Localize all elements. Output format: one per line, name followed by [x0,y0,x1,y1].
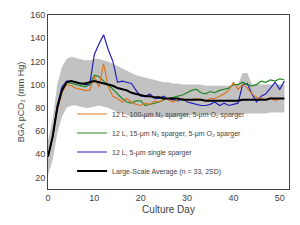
svg-text:50: 50 [275,193,285,203]
svg-text:0: 0 [45,193,50,203]
svg-text:80: 80 [35,103,45,113]
svg-text:10: 10 [89,193,99,203]
svg-text:BGA pCO₂ (mm Hg): BGA pCO₂ (mm Hg) [16,62,26,143]
svg-text:20: 20 [136,193,146,203]
svg-text:120: 120 [30,57,45,67]
svg-text:12 L, 5-μm single sparger: 12 L, 5-μm single sparger [112,149,192,157]
svg-text:Culture Day: Culture Day [142,204,195,215]
svg-text:Large-Scale Average (n = 33, 2: Large-Scale Average (n = 33, 2SD) [112,168,221,176]
svg-text:40: 40 [35,149,45,159]
svg-text:160: 160 [30,10,45,20]
svg-text:20: 20 [35,173,45,183]
svg-text:100: 100 [30,80,45,90]
svg-text:60: 60 [35,126,45,136]
svg-text:140: 140 [30,33,45,43]
svg-text:30: 30 [182,193,192,203]
svg-text:40: 40 [228,193,238,203]
svg-text:12 L, 15-μm N₂ sparger, 5-μm O: 12 L, 15-μm N₂ sparger, 5-μm O₂ sparger [112,130,241,138]
svg-text:12 L, 100-μm N₂ sparger, 5-μm: 12 L, 100-μm N₂ sparger, 5-μm O₂ sparger [112,111,245,119]
